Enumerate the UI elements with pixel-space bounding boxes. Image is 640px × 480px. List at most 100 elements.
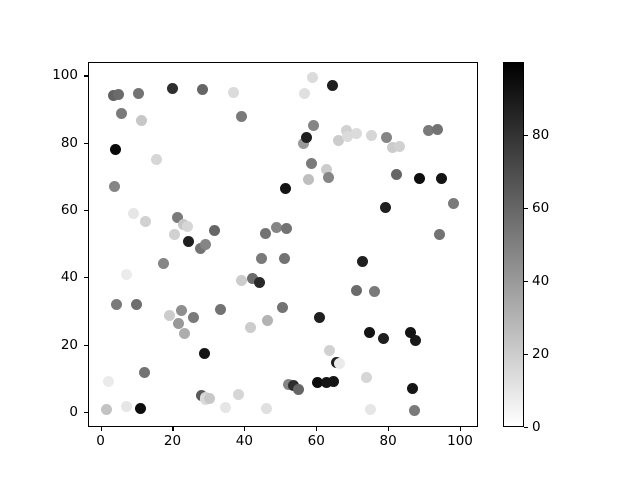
scatter-point bbox=[215, 304, 227, 316]
scatter-point bbox=[366, 129, 378, 141]
scatter-point bbox=[378, 332, 390, 344]
scatter-point bbox=[361, 372, 373, 384]
scatter-point bbox=[199, 239, 211, 251]
scatter-point bbox=[342, 130, 354, 142]
scatter-point bbox=[187, 312, 199, 324]
scatter-point bbox=[363, 326, 375, 338]
scatter-point bbox=[448, 197, 460, 209]
scatter-point bbox=[245, 321, 257, 333]
scatter-point bbox=[279, 252, 291, 264]
y-tick-label: 100 bbox=[52, 67, 78, 84]
x-tick-label: 20 bbox=[163, 433, 182, 449]
scatter-point bbox=[334, 358, 346, 370]
plot-axes bbox=[88, 62, 478, 427]
scatter-point bbox=[235, 110, 247, 122]
scatter-point bbox=[276, 302, 288, 314]
scatter-point bbox=[320, 164, 332, 176]
scatter-point bbox=[369, 285, 381, 297]
scatter-point bbox=[130, 298, 142, 310]
scatter-point bbox=[409, 335, 421, 347]
scatter-point bbox=[380, 202, 392, 214]
scatter-point bbox=[293, 383, 305, 395]
scatter-point bbox=[220, 402, 232, 414]
y-tick-mark bbox=[84, 411, 88, 413]
x-tick-mark bbox=[388, 427, 390, 431]
scatter-point bbox=[261, 403, 273, 415]
scatter-point bbox=[414, 172, 426, 184]
scatter-point bbox=[364, 403, 376, 415]
x-tick-label: 0 bbox=[96, 433, 105, 449]
x-tick-label: 60 bbox=[307, 433, 325, 449]
y-tick-label: 0 bbox=[69, 403, 78, 420]
scatter-point bbox=[306, 71, 318, 83]
scatter-point bbox=[135, 115, 147, 127]
scatter-point bbox=[134, 403, 146, 415]
scatter-point bbox=[313, 312, 325, 324]
y-tick-mark bbox=[84, 277, 88, 279]
scatter-point bbox=[121, 269, 133, 281]
scatter-point bbox=[111, 299, 123, 311]
scatter-point bbox=[115, 107, 127, 119]
x-tick-mark bbox=[172, 427, 174, 431]
scatter-point bbox=[120, 401, 132, 413]
y-tick-mark bbox=[84, 142, 88, 144]
colorbar-tick-mark bbox=[524, 208, 528, 210]
scatter-point bbox=[320, 377, 332, 389]
x-tick-mark bbox=[244, 427, 246, 431]
scatter-point bbox=[340, 124, 352, 136]
x-tick-label: 80 bbox=[379, 433, 397, 449]
scatter-point bbox=[407, 383, 418, 395]
scatter-point bbox=[259, 228, 271, 240]
scatter-point bbox=[333, 134, 345, 146]
colorbar-tick-label: 80 bbox=[532, 127, 550, 143]
scatter-point bbox=[300, 131, 312, 143]
colorbar-tick-mark bbox=[524, 281, 528, 283]
scatter-point bbox=[311, 377, 323, 389]
colorbar-tick-label: 20 bbox=[532, 346, 550, 362]
colorbar-gradient bbox=[504, 63, 523, 426]
scatter-point bbox=[305, 158, 317, 170]
scatter-point bbox=[167, 83, 179, 95]
scatter-point bbox=[108, 180, 120, 192]
x-tick-mark bbox=[316, 427, 318, 431]
scatter-point bbox=[176, 304, 188, 316]
scatter-point bbox=[356, 255, 368, 267]
colorbar-tick-mark bbox=[524, 427, 528, 429]
scatter-point bbox=[198, 348, 210, 360]
scatter-point bbox=[183, 235, 195, 247]
scatter-point bbox=[100, 403, 112, 415]
scatter-point bbox=[432, 123, 444, 135]
x-tick-mark bbox=[100, 427, 102, 431]
y-tick-mark bbox=[84, 344, 88, 346]
scatter-point bbox=[405, 326, 417, 338]
scatter-point bbox=[408, 404, 420, 416]
y-tick-mark bbox=[84, 75, 88, 77]
scatter-point bbox=[247, 273, 259, 285]
scatter-point bbox=[394, 140, 406, 152]
colorbar-tick-label: 40 bbox=[532, 273, 550, 289]
scatter-point bbox=[132, 87, 144, 99]
scatter-point bbox=[139, 215, 151, 227]
scatter-point bbox=[228, 87, 240, 99]
scatter-point bbox=[254, 276, 266, 288]
scatter-point bbox=[110, 144, 122, 156]
scatter-point bbox=[182, 220, 194, 232]
scatter-point bbox=[327, 376, 339, 388]
scatter-point bbox=[323, 345, 335, 357]
scatter-point bbox=[351, 284, 363, 296]
scatter-point bbox=[281, 223, 293, 234]
y-tick-label: 40 bbox=[60, 269, 78, 286]
scatter-point bbox=[326, 80, 338, 92]
colorbar-tick-mark bbox=[524, 135, 528, 137]
scatter-point bbox=[381, 131, 393, 143]
scatter-point bbox=[173, 317, 185, 329]
scatter-point bbox=[232, 388, 244, 400]
scatter-point bbox=[235, 274, 247, 286]
scatter-point bbox=[203, 393, 215, 405]
y-tick-mark bbox=[84, 210, 88, 212]
scatter-point bbox=[303, 173, 315, 185]
scatter-point bbox=[139, 366, 151, 378]
x-tick-label: 40 bbox=[235, 433, 253, 449]
scatter-point bbox=[112, 89, 124, 101]
